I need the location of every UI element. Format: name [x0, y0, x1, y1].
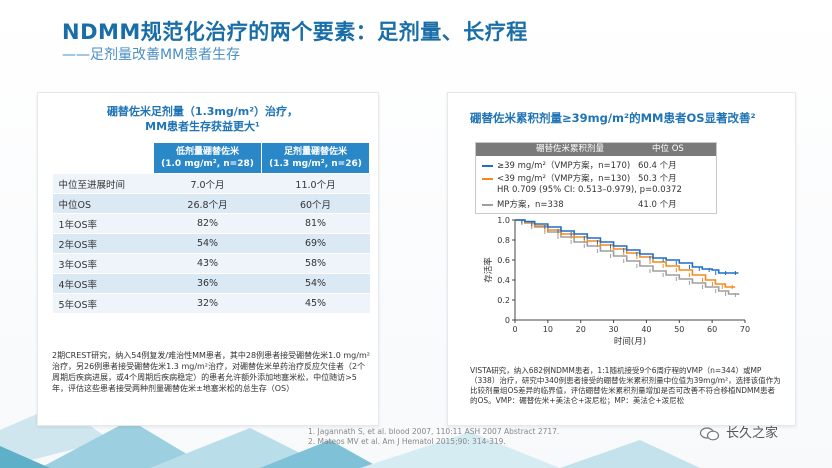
os-table-header: 低剂量硼替佐米 (1.0 mg/m², n=28) 足剂量硼替佐米 (1.3 mg/…: [52, 142, 370, 174]
table-row: 2年OS率 54% 69%: [52, 233, 370, 254]
legend-item: MP方案，n=338 41.0 个月: [482, 198, 677, 210]
legend-value: 41.0 个月: [638, 200, 677, 210]
low-dose-value: 7.0个月: [153, 173, 262, 194]
table-row: 中位至进展时间 7.0个月 11.0个月: [52, 173, 370, 194]
legend-header: 硼替佐米累积剂量 中位 OS: [476, 143, 716, 156]
left-study-note: 2期CREST研究，纳入54例复发/难治性MM患者，其中28例患者接受硼替佐米1…: [52, 351, 370, 393]
legend-swatch-orange: [482, 177, 493, 180]
low-dose-value: 82%: [153, 213, 262, 234]
full-dose-value: 81%: [261, 213, 370, 234]
row-label: 中位OS: [52, 193, 154, 214]
x-axis-label: 时间(月): [614, 336, 646, 347]
left-heading-line2: MM患者生存获益更大¹: [145, 120, 260, 133]
x-tick-label: 50: [674, 325, 684, 334]
y-tick-label: 1.0: [497, 216, 510, 225]
km-curve-1: [515, 219, 736, 288]
x-tick-label: 30: [608, 325, 618, 334]
km-curve-0: [515, 219, 739, 274]
y-axis-label: 存活率: [483, 257, 494, 283]
legend-hr: HR 0.709 (95% CI: 0.513–0.979), p=0.0372: [497, 185, 682, 195]
km-curve-2: [515, 219, 740, 295]
full-dose-value: 58%: [261, 253, 370, 274]
legend-header-dose: 硼替佐米累积剂量: [536, 144, 605, 154]
x-tick-label: 60: [707, 325, 717, 334]
table-row: 中位OS 26.8个月 60个月: [52, 193, 370, 214]
slide-subtitle: ——足剂量改善MM患者生存: [62, 47, 241, 63]
km-chart: 0 10 20 30 40 50 60 70 0 0.2 0.4 0.6 0.8 1.0 时间(月) 存活率: [483, 216, 750, 347]
row-label: 4年OS率: [52, 273, 154, 294]
row-label: 中位至进展时间: [52, 173, 154, 194]
legend-swatch-blue: [482, 164, 493, 167]
reference-2: 2. Mateos MV et al. Am J Hematol 2015;90…: [308, 437, 506, 446]
table-row: 3年OS率 43% 58%: [52, 253, 370, 274]
legend-item: ≥39 mg/m²（VMP方案，n=170) 60.4 个月: [482, 159, 677, 171]
y-tick-label: 0.4: [497, 276, 510, 285]
full-dose-value: 45%: [261, 293, 370, 313]
table-row: 4年OS率 36% 54%: [52, 273, 370, 294]
header-low-dose: 低剂量硼替佐米 (1.0 mg/m², n=28): [153, 142, 262, 174]
header-empty: [52, 142, 154, 174]
full-dose-value: 11.0个月: [261, 173, 370, 194]
slide-title: NDMM规范化治疗的两个要素：足剂量、长疗程: [62, 20, 528, 44]
header-full-dose: 足剂量硼替佐米 (1.3 mg/m², n=26): [261, 142, 370, 174]
x-tick-label: 10: [543, 325, 553, 334]
legend-item: <39 mg/m²（VMP方案，n=130) 50.3 个月: [482, 172, 677, 184]
y-tick-label: 0.2: [497, 296, 510, 305]
row-label: 1年OS率: [52, 213, 154, 234]
y-tick-label: 0.8: [497, 236, 510, 245]
row-label: 5年OS率: [52, 293, 154, 313]
full-dose-value: 60个月: [261, 193, 370, 214]
low-dose-value: 54%: [153, 233, 262, 254]
legend-header-median-os: 中位 OS: [652, 144, 684, 154]
x-tick-label: 20: [576, 325, 586, 334]
table-row: 1年OS率 82% 81%: [52, 213, 370, 234]
watermark: 长久之家: [700, 422, 778, 441]
legend-swatch-gray: [482, 203, 493, 206]
full-dose-value: 54%: [261, 273, 370, 294]
wechat-icon: [700, 426, 720, 440]
right-heading: 硼替佐米累积剂量≥39mg/m²的MM患者OS显著改善²: [470, 111, 756, 125]
y-tick-label: 0.6: [497, 256, 510, 265]
full-dose-value: 69%: [261, 233, 370, 254]
os-table: 低剂量硼替佐米 (1.0 mg/m², n=28) 足剂量硼替佐米 (1.3 mg/…: [52, 142, 370, 313]
y-tick-label: 0: [505, 316, 510, 325]
row-label: 3年OS率: [52, 253, 154, 274]
x-tick-label: 0: [512, 325, 517, 334]
legend-value: 50.3 个月: [638, 174, 677, 184]
low-dose-value: 36%: [153, 273, 262, 294]
low-dose-value: 26.8个月: [153, 193, 262, 214]
legend-value: 60.4 个月: [638, 161, 677, 171]
low-dose-value: 43%: [153, 253, 262, 274]
references: 1. Jagannath S, et al. blood 2007, 110:1…: [308, 427, 559, 447]
left-heading-line1: 硼替佐米足剂量（1.3mg/m²）治疗，: [106, 105, 299, 118]
reference-1: 1. Jagannath S, et al. blood 2007, 110:1…: [308, 427, 560, 436]
table-row: 5年OS率 32% 45%: [52, 293, 370, 313]
low-dose-value: 32%: [153, 293, 262, 313]
x-tick-label: 70: [740, 325, 750, 334]
right-study-note: VISTA研究，纳入682例NDMM患者，1:1随机接受9个6周疗程的VMP（n…: [470, 366, 781, 405]
row-label: 2年OS率: [52, 233, 154, 254]
left-heading: 硼替佐米足剂量（1.3mg/m²）治疗， MM患者生存获益更大¹: [95, 104, 310, 134]
chart-legend: 硼替佐米累积剂量 中位 OS ≥39 mg/m²（VMP方案，n=170) 60…: [475, 142, 717, 214]
x-tick-label: 40: [641, 325, 651, 334]
